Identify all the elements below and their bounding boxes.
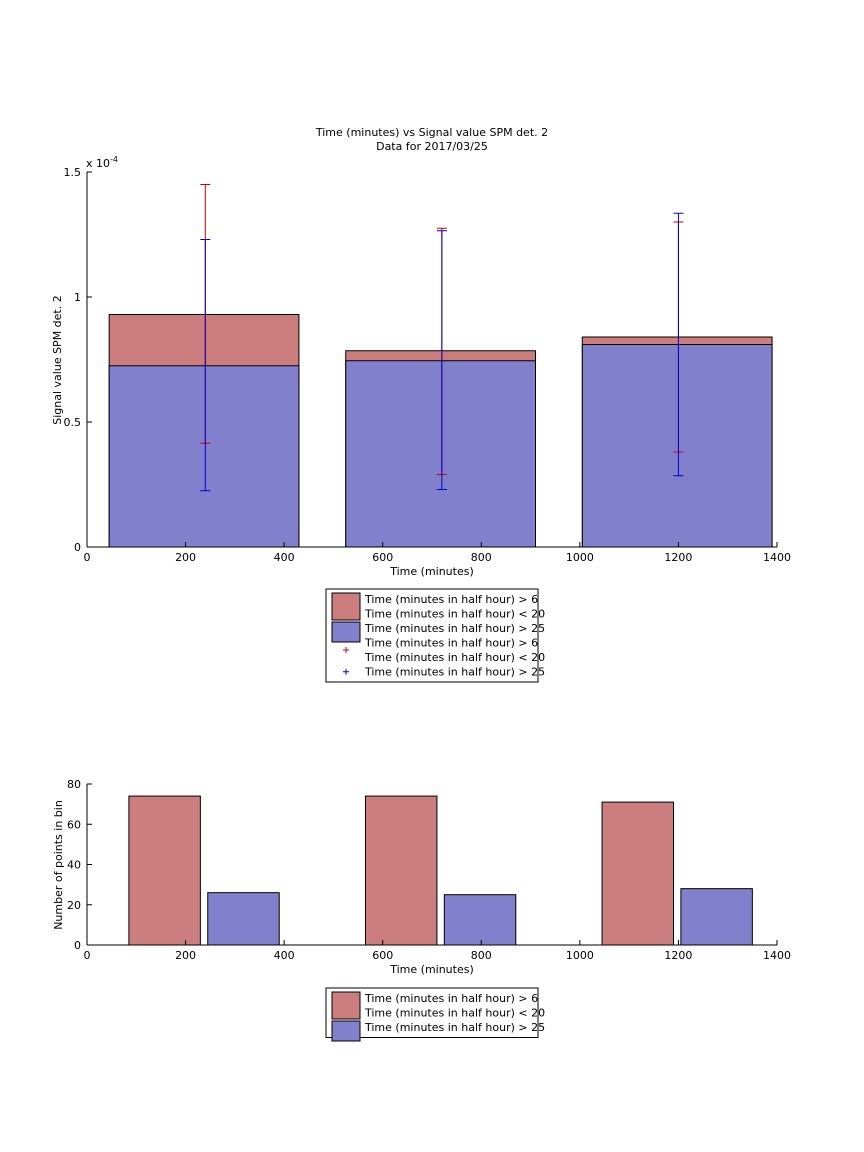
x-tick-label: 600 — [372, 551, 393, 564]
x-tick-label: 1200 — [664, 551, 692, 564]
x-axis-label: Time (minutes) — [389, 963, 474, 976]
x-tick-label: 0 — [84, 949, 91, 962]
y-tick-label: 1 — [74, 291, 81, 304]
x-tick-label: 800 — [471, 949, 492, 962]
legend-label: Time (minutes in half hour) < 20 — [364, 1007, 545, 1020]
count-chart: 0 200 400 600 800 1000 1200 1400 0 20 40 60 80 Time … — [52, 778, 791, 1042]
y-axis-label: Number of points in bin — [52, 800, 65, 930]
legend-label: Time (minutes in half hour) > 25 — [364, 666, 545, 679]
bar-blue — [680, 888, 753, 946]
legend-box — [325, 588, 539, 683]
x-tick-label: 400 — [274, 949, 295, 962]
bar-red — [601, 801, 674, 946]
y-tick-label: 0 — [74, 541, 81, 554]
bar-blue — [581, 344, 773, 548]
signal-chart: Time (minutes) vs Signal value SPM det. … — [51, 126, 791, 683]
legend-label: Time (minutes in half hour) > 6 — [364, 637, 538, 650]
y-tick-label: 80 — [67, 778, 81, 791]
legend-bottom: Time (minutes in half hour) > 6 Time (min… — [325, 987, 545, 1042]
x-tick-label: 1400 — [763, 949, 791, 962]
legend-swatch — [331, 621, 361, 643]
x-tick-label: 400 — [274, 551, 295, 564]
legend-label: Time (minutes in half hour) > 25 — [364, 622, 545, 635]
legend-swatch — [331, 991, 361, 1020]
legend-label: Time (minutes in half hour) > 6 — [364, 593, 538, 606]
y-tick-label: 20 — [67, 899, 81, 912]
x-tick-label: 1000 — [566, 551, 594, 564]
legend-box — [325, 987, 539, 1038]
y-tick-label: 0 — [74, 939, 81, 952]
legend-swatch — [331, 1020, 361, 1042]
legend-label: Time (minutes in half hour) > 6 — [364, 992, 538, 1005]
bar-red — [364, 795, 438, 946]
legend-label: Time (minutes in half hour) < 20 — [364, 608, 545, 621]
chart-subtitle: Data for 2017/03/25 — [376, 140, 488, 153]
x-tick-label: 200 — [175, 949, 196, 962]
x-tick-label: 800 — [471, 551, 492, 564]
x-tick-label: 0 — [84, 551, 91, 564]
bar-red — [128, 795, 201, 946]
y-tick-label: 0.5 — [64, 416, 82, 429]
y-axis-label: Signal value SPM det. 2 — [51, 295, 64, 425]
legend-label: Time (minutes in half hour) > 25 — [364, 1021, 545, 1034]
x-tick-label: 1400 — [763, 551, 791, 564]
legend-swatch — [331, 592, 361, 621]
x-tick-label: 1200 — [664, 949, 692, 962]
bar-blue — [108, 365, 300, 548]
legend-label: Time (minutes in half hour) < 20 — [364, 651, 545, 664]
bar-blue — [443, 894, 517, 946]
y-tick-label: 60 — [67, 818, 81, 831]
chart-title: Time (minutes) vs Signal value SPM det. … — [315, 126, 548, 139]
x-axis-label: Time (minutes) — [389, 565, 474, 578]
x-tick-label: 1000 — [566, 949, 594, 962]
bar-blue — [207, 892, 280, 946]
x-tick-label: 600 — [372, 949, 393, 962]
y-tick-label: 40 — [67, 859, 81, 872]
y-exponent-label: x 10-4 — [86, 155, 118, 170]
y-tick-label: 1.5 — [64, 166, 82, 179]
bar-blue — [345, 360, 536, 548]
x-tick-label: 200 — [175, 551, 196, 564]
